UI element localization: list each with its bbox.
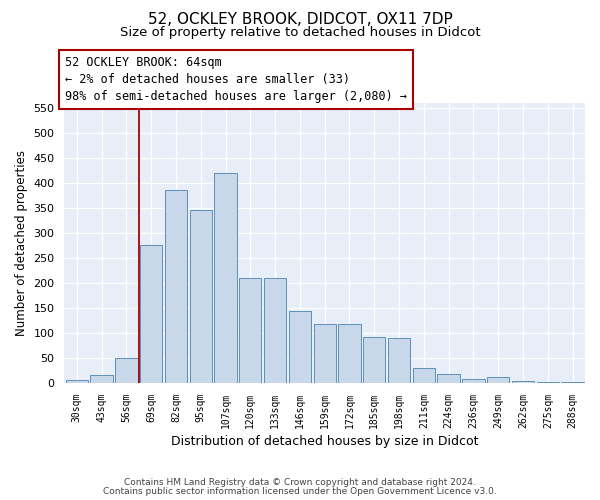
Bar — [140, 246, 163, 382]
Bar — [65, 380, 88, 382]
Bar — [115, 358, 137, 382]
Bar — [437, 374, 460, 382]
Text: 52 OCKLEY BROOK: 64sqm
← 2% of detached houses are smaller (33)
98% of semi-deta: 52 OCKLEY BROOK: 64sqm ← 2% of detached … — [65, 56, 407, 103]
X-axis label: Distribution of detached houses by size in Didcot: Distribution of detached houses by size … — [171, 434, 478, 448]
Bar — [289, 311, 311, 382]
Bar — [165, 190, 187, 382]
Bar — [363, 336, 385, 382]
Bar — [413, 368, 435, 382]
Bar — [462, 378, 485, 382]
Bar — [338, 324, 361, 382]
Y-axis label: Number of detached properties: Number of detached properties — [15, 150, 28, 336]
Bar — [487, 376, 509, 382]
Bar — [190, 210, 212, 382]
Bar — [512, 381, 534, 382]
Text: 52, OCKLEY BROOK, DIDCOT, OX11 7DP: 52, OCKLEY BROOK, DIDCOT, OX11 7DP — [148, 12, 452, 26]
Bar — [314, 324, 336, 382]
Bar — [91, 375, 113, 382]
Text: Size of property relative to detached houses in Didcot: Size of property relative to detached ho… — [119, 26, 481, 39]
Bar — [264, 278, 286, 382]
Bar — [239, 278, 262, 382]
Text: Contains HM Land Registry data © Crown copyright and database right 2024.: Contains HM Land Registry data © Crown c… — [124, 478, 476, 487]
Bar — [388, 338, 410, 382]
Text: Contains public sector information licensed under the Open Government Licence v3: Contains public sector information licen… — [103, 487, 497, 496]
Bar — [214, 173, 236, 382]
